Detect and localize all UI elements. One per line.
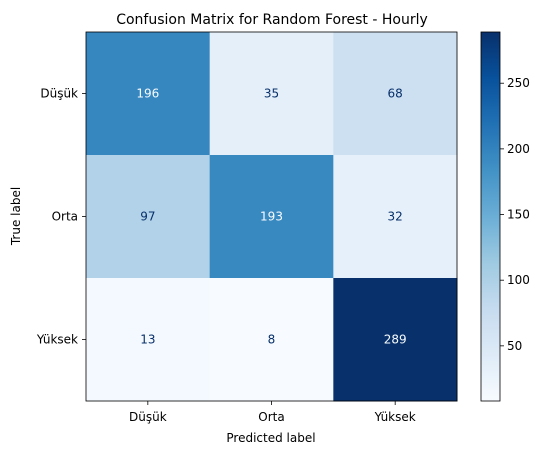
cell-value-label: 13 bbox=[140, 333, 155, 347]
heatmap-cell bbox=[333, 32, 458, 156]
cell-value-labels: 196 35 68 97 193 32 13 8 289 bbox=[136, 87, 406, 347]
heatmap-cell bbox=[86, 32, 211, 156]
heatmap-cell bbox=[86, 155, 211, 279]
x-axis-ticks: Düşük Orta Yüksek bbox=[129, 401, 416, 424]
cell-value-label: 196 bbox=[136, 87, 159, 101]
y-tick-label: Yüksek bbox=[36, 333, 78, 347]
heatmap-cells bbox=[86, 32, 458, 402]
colorbar-tick-label: 250 bbox=[507, 76, 530, 90]
y-axis-label: True label bbox=[9, 187, 23, 246]
cell-value-label: 193 bbox=[260, 210, 283, 224]
x-tick-label: Orta bbox=[258, 410, 284, 424]
heatmap-cell bbox=[333, 278, 458, 402]
cell-value-label: 289 bbox=[384, 333, 407, 347]
chart-title: Confusion Matrix for Random Forest - Hou… bbox=[116, 12, 428, 28]
y-tick-label: Düşük bbox=[40, 87, 78, 101]
x-axis-label: Predicted label bbox=[226, 431, 315, 445]
colorbar-ticks: 50 100 150 200 250 bbox=[500, 76, 530, 353]
cell-value-label: 35 bbox=[264, 87, 279, 101]
heatmap-cell bbox=[209, 32, 334, 156]
cell-value-label: 68 bbox=[388, 87, 403, 101]
colorbar-tick-label: 100 bbox=[507, 273, 530, 287]
colorbar bbox=[480, 31, 501, 402]
heatmap-cell bbox=[86, 278, 211, 402]
colorbar-tick-label: 150 bbox=[507, 208, 530, 222]
x-tick-label: Yüksek bbox=[374, 410, 416, 424]
x-tick-label: Düşük bbox=[129, 410, 167, 424]
y-tick-label: Orta bbox=[52, 210, 78, 224]
colorbar-tick-label: 200 bbox=[507, 142, 530, 156]
cell-value-label: 97 bbox=[140, 210, 155, 224]
colorbar-tick-label: 50 bbox=[507, 339, 522, 353]
heatmap-cell bbox=[209, 155, 334, 279]
y-axis-ticks: Düşük Orta Yüksek bbox=[36, 87, 86, 347]
heatmap-cell bbox=[209, 278, 334, 402]
cell-value-label: 32 bbox=[388, 210, 403, 224]
heatmap-cell bbox=[333, 155, 458, 279]
cell-value-label: 8 bbox=[268, 333, 276, 347]
